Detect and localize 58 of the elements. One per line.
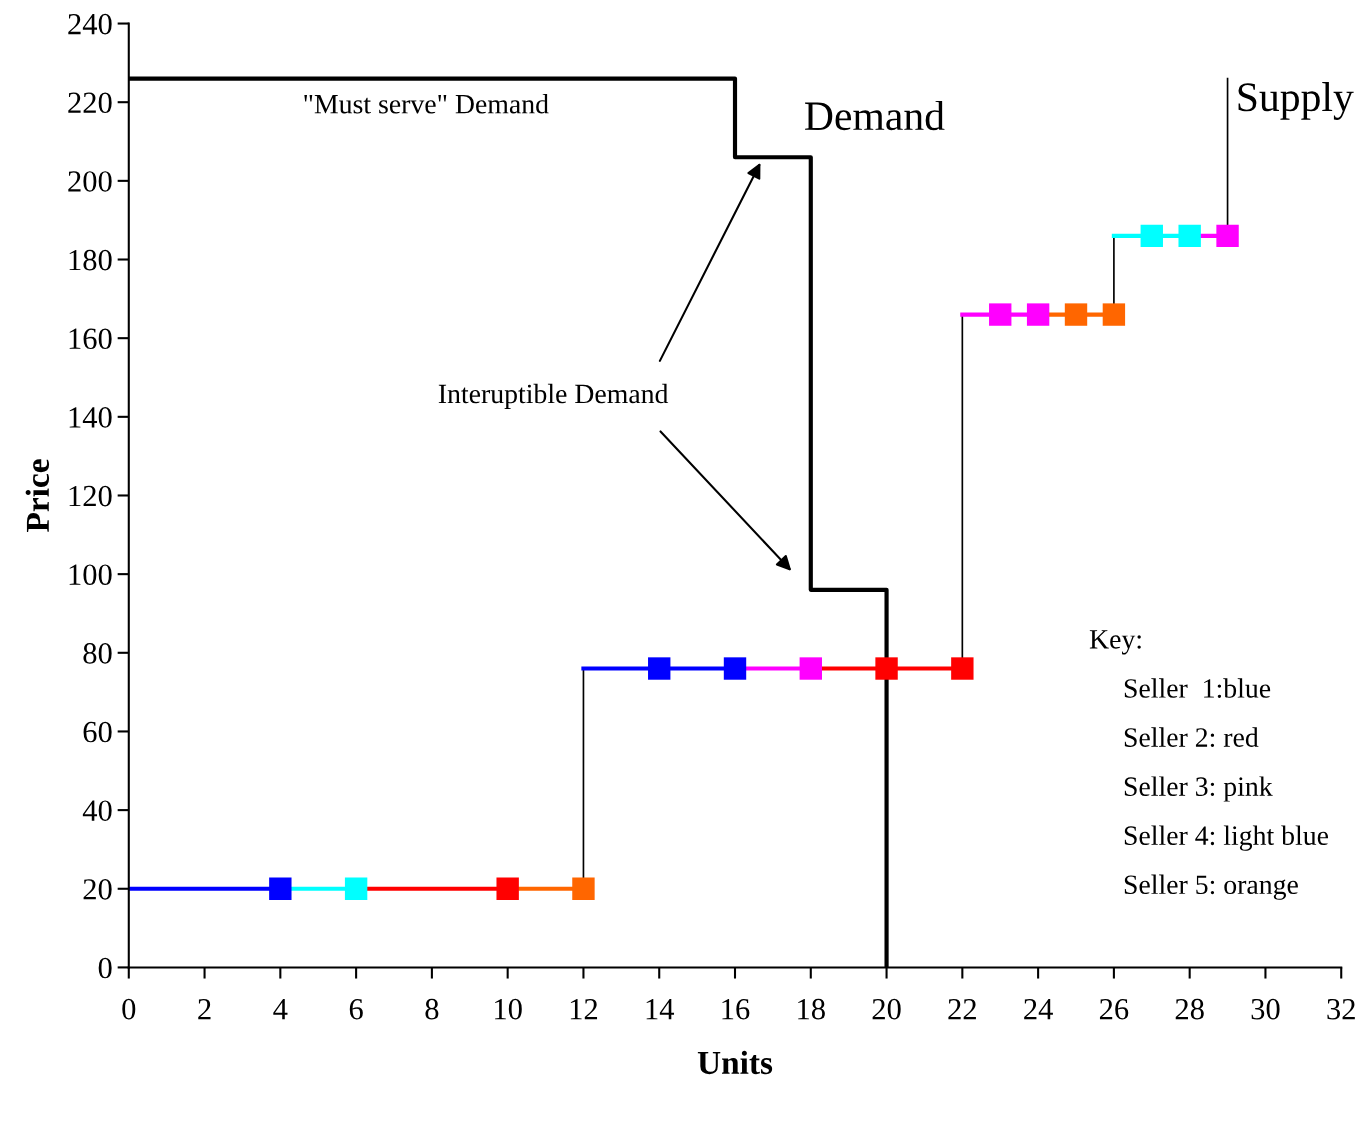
x-tick-label: 28 (1175, 998, 1204, 1020)
annotation: Interuptible Demand (438, 383, 669, 409)
annotation: Seller 4: light blue (1124, 825, 1329, 851)
point (1102, 303, 1126, 326)
y-axis-title: Price (25, 459, 50, 532)
x-tick-label: 24 (1024, 998, 1053, 1020)
point (1178, 224, 1201, 248)
y-tick-label: 160 (69, 328, 112, 350)
y-tick-label: 100 (69, 564, 112, 586)
point (875, 657, 898, 680)
point (1140, 224, 1163, 248)
x-tick-label: 26 (1099, 998, 1129, 1020)
y-tick-label: 240 (68, 13, 112, 35)
point (344, 877, 368, 900)
x-tick-label: 18 (798, 998, 825, 1020)
point (572, 877, 595, 900)
annotation: Seller 2: red (1124, 727, 1259, 748)
x-tick-label: 6 (349, 998, 363, 1020)
annotation: Key: (1089, 630, 1141, 655)
annotation: Demand (805, 100, 945, 131)
point (799, 657, 822, 680)
x-tick-label: 0 (122, 998, 136, 1020)
x-tick-label: 14 (646, 999, 675, 1020)
annotation: Supply (1238, 81, 1354, 120)
point (648, 657, 671, 680)
x-tick-label: 2 (198, 998, 211, 1020)
point (951, 657, 974, 680)
x-tick-label: 8 (425, 998, 439, 1020)
x-tick-label: 4 (273, 999, 288, 1020)
y-tick-label: 200 (68, 171, 112, 192)
x-tick-label: 20 (872, 998, 901, 1020)
annotation: "Must serve" Demand (304, 94, 549, 114)
y-tick-label: 40 (82, 800, 112, 822)
point (1064, 303, 1088, 326)
y-tick-label: 220 (68, 92, 112, 114)
annotation: Seller 5: orange (1124, 874, 1298, 900)
annotation: Seller 1:blue (1124, 678, 1271, 698)
point (1026, 303, 1050, 326)
point (1216, 224, 1239, 248)
y-tick-label: 60 (83, 721, 112, 743)
x-tick-label: 30 (1251, 998, 1280, 1020)
x-tick-label: 16 (722, 998, 750, 1020)
y-tick-label: 120 (69, 485, 112, 507)
point (723, 657, 747, 680)
point (269, 877, 292, 900)
x-tick-label: 12 (570, 998, 598, 1020)
x-axis-title: Units (697, 1050, 773, 1075)
y-tick-label: 180 (69, 249, 112, 271)
point (989, 303, 1012, 326)
y-tick-label: 80 (83, 643, 112, 664)
x-tick-label: 10 (495, 998, 522, 1020)
y-tick-label: 140 (69, 407, 112, 428)
y-tick-label: 20 (83, 879, 112, 900)
annotation: Seller 3: pink (1124, 776, 1273, 802)
y-tick-label: 0 (98, 957, 112, 979)
point (496, 877, 519, 900)
x-tick-label: 22 (948, 998, 976, 1020)
x-tick-label: 32 (1327, 998, 1355, 1020)
